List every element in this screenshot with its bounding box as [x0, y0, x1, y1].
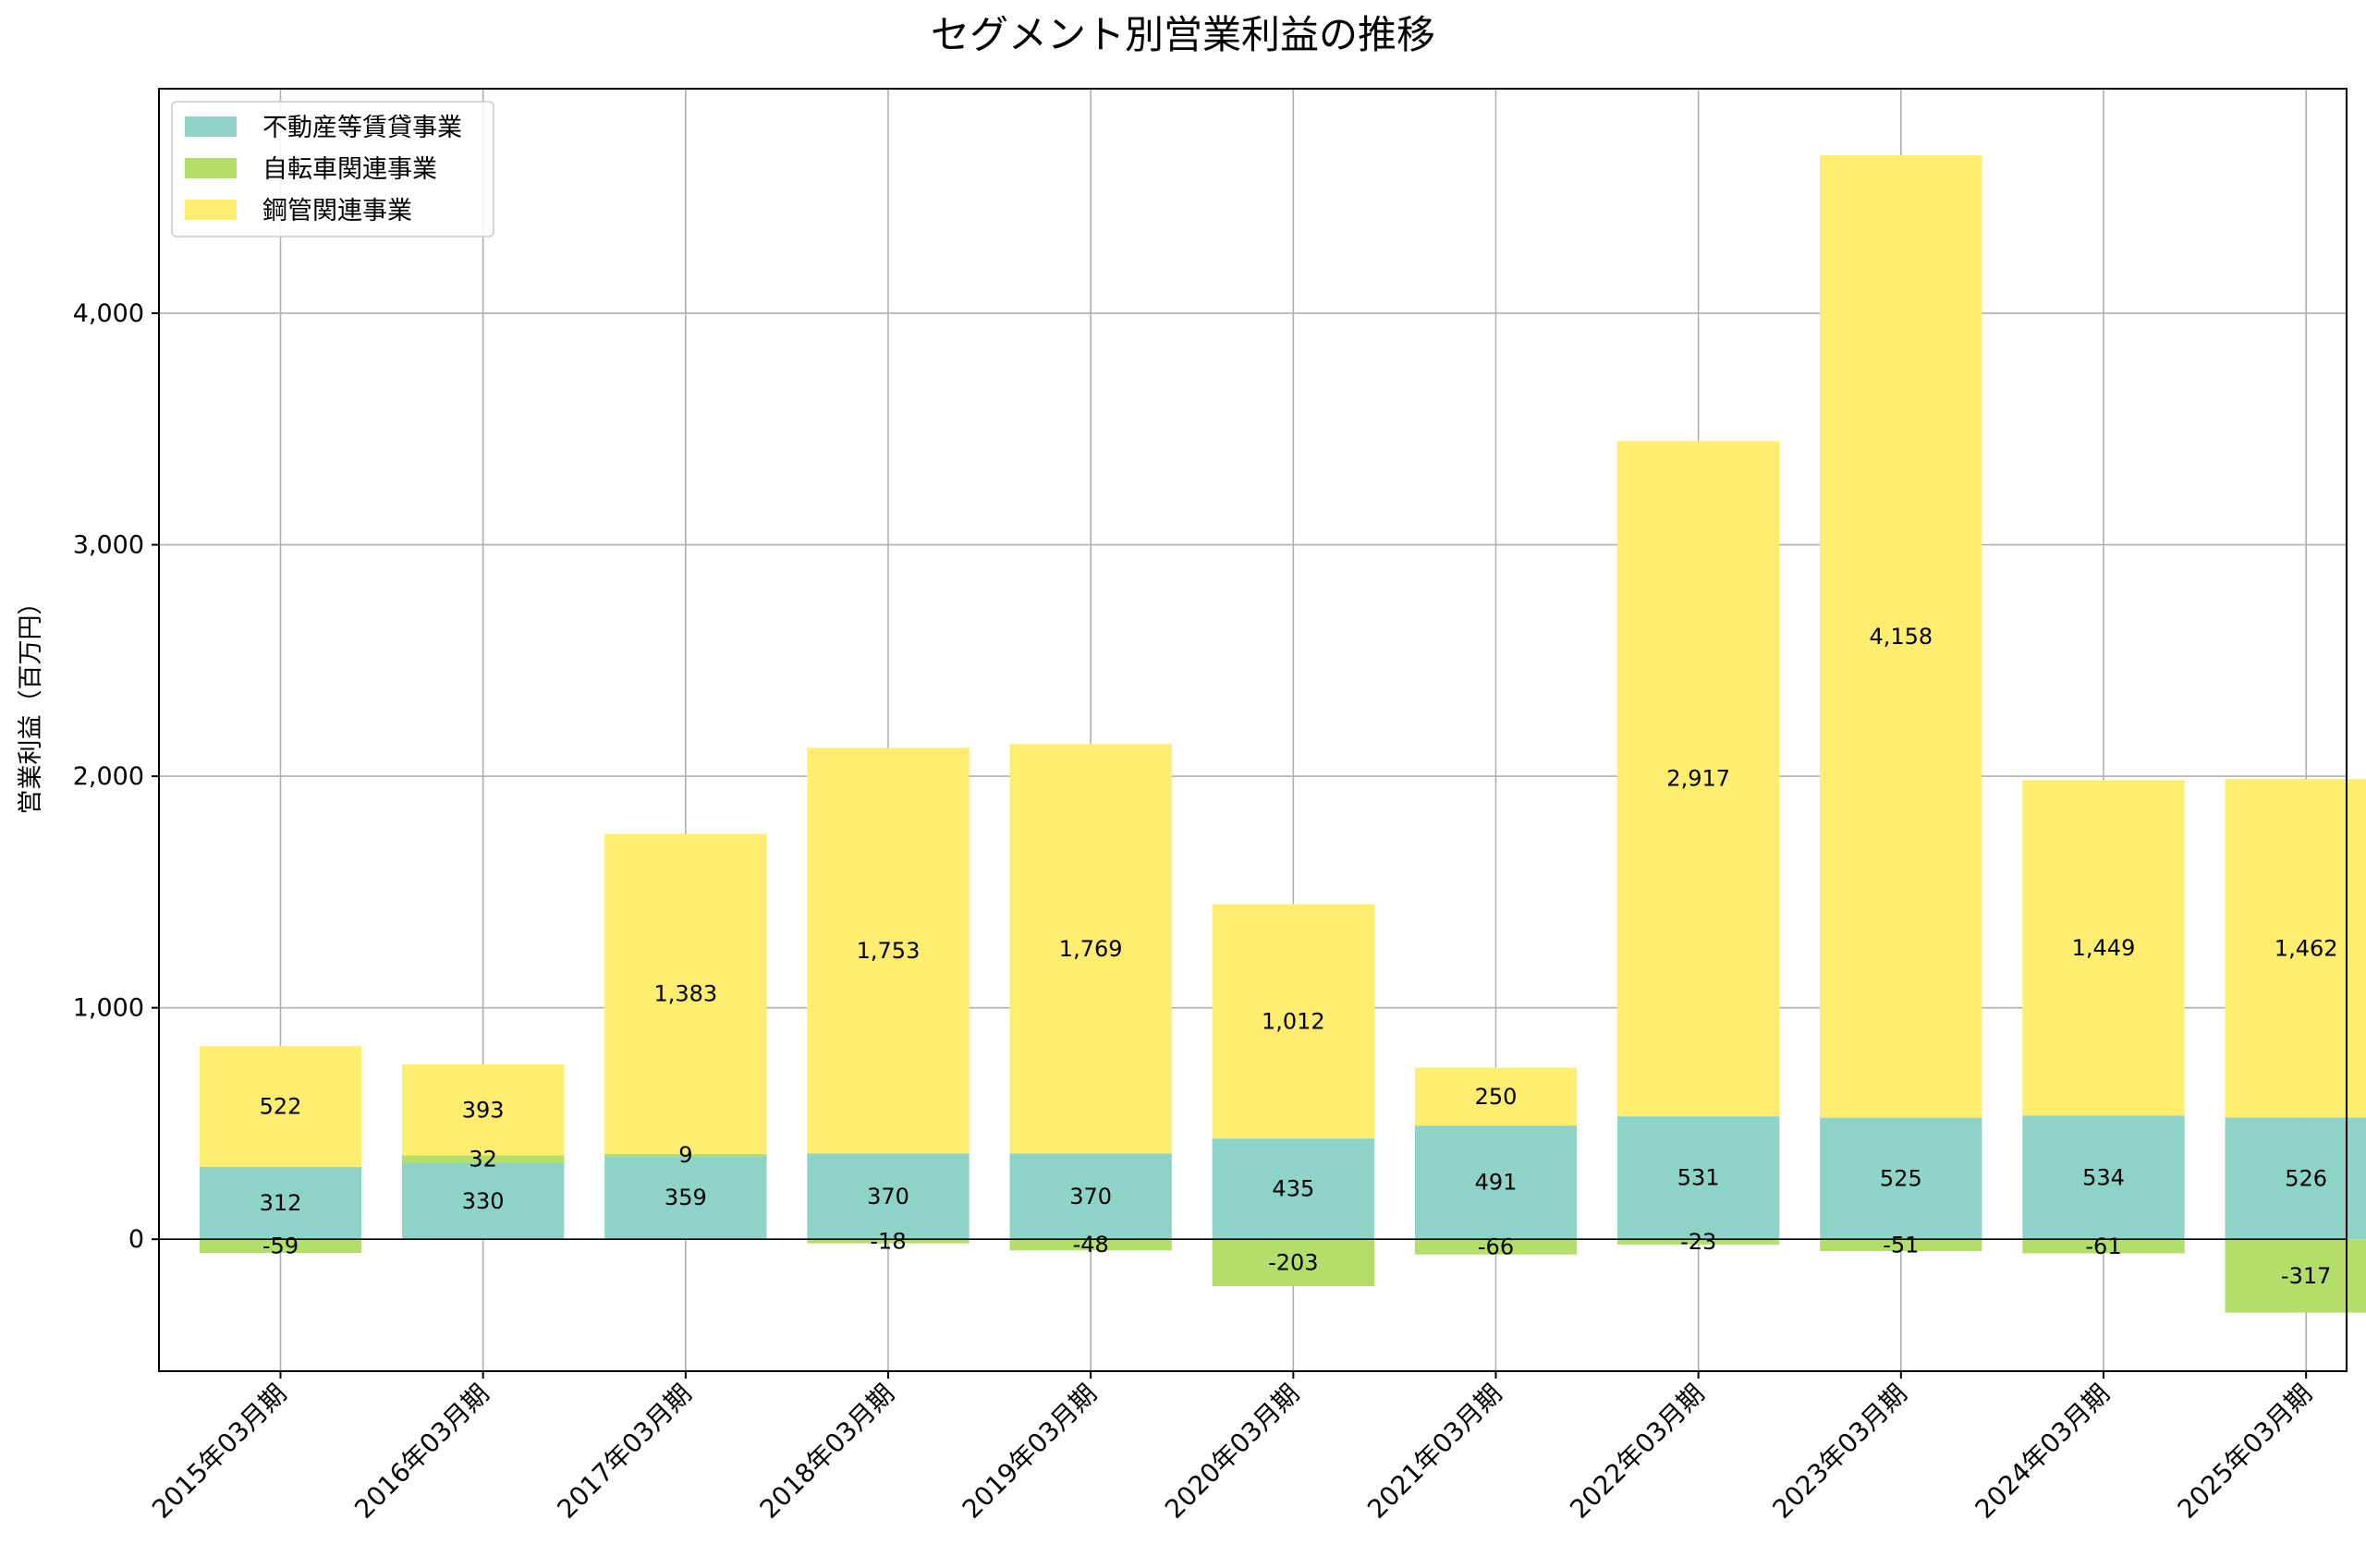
bar-value-label: -203	[1268, 1250, 1318, 1276]
bar-segment	[199, 1239, 362, 1253]
bar-segment	[807, 748, 970, 1154]
bar-segment	[1820, 154, 1982, 1118]
bar-value-label: 526	[2285, 1165, 2327, 1191]
bar-segment	[2225, 1117, 2366, 1240]
bar-value-label: 1,012	[1262, 1008, 1325, 1034]
bar-segment	[1617, 441, 1780, 1117]
bar-segment	[1009, 1153, 1172, 1240]
bar-value-label: 330	[462, 1188, 505, 1214]
bar-value-label: 1,462	[2275, 935, 2338, 961]
x-tick-label: 2022年03月期	[1564, 1379, 1710, 1525]
bar-segment	[402, 1162, 565, 1240]
legend-label: 不動産等賃貸事業	[262, 114, 462, 142]
x-tick-label: 2020年03月期	[1159, 1379, 1305, 1525]
bar-value-label: 359	[665, 1185, 707, 1210]
bar-segment	[2225, 779, 2366, 1118]
chart-title: セグメント別営業利益の推移	[931, 12, 1435, 57]
bar-segment	[1414, 1239, 1578, 1255]
bar-segment	[402, 1155, 565, 1163]
x-tick-label: 2021年03月期	[1361, 1379, 1507, 1525]
bar-segment	[199, 1046, 362, 1168]
bar-segment	[1414, 1125, 1578, 1240]
bar-segment	[199, 1167, 362, 1240]
bar-value-label: -51	[1883, 1233, 1919, 1258]
bar-value-label: 393	[462, 1097, 505, 1123]
bar-value-label: 1,383	[653, 981, 717, 1007]
x-tick-label: 2016年03月期	[348, 1379, 494, 1525]
bar-value-label: 370	[1069, 1184, 1112, 1209]
bar-value-label: 531	[1677, 1165, 1720, 1191]
bar-value-label: 312	[260, 1190, 302, 1216]
bar-segment	[604, 833, 767, 1154]
bar-segment	[1820, 1117, 1982, 1240]
bar-value-label: 2,917	[1666, 766, 1730, 792]
bar-value-label: 1,753	[857, 938, 921, 964]
x-tick-label: 2019年03月期	[957, 1379, 1103, 1525]
bar-value-label: -59	[262, 1234, 299, 1259]
bar-value-label: -48	[1073, 1232, 1109, 1258]
x-tick-label: 2024年03月期	[1970, 1379, 2116, 1525]
bar-value-label: 435	[1272, 1176, 1314, 1202]
bar-segment	[604, 1156, 767, 1240]
x-tick-label: 2025年03月期	[2172, 1379, 2318, 1525]
bar-segment	[807, 1153, 970, 1240]
bar-value-label: -66	[1478, 1234, 1514, 1259]
legend-swatch	[185, 200, 237, 220]
bar-value-label: 525	[1880, 1165, 1922, 1191]
legend-swatch	[185, 158, 237, 178]
y-axis-label: 営業利益（百万円）	[17, 590, 45, 815]
bar-segment	[2022, 1239, 2185, 1254]
x-tick-label: 2023年03月期	[1766, 1379, 1912, 1525]
x-tick-label: 2015年03月期	[146, 1379, 292, 1525]
axes-layer: 0 1,000 2,000 3,000 4,000 2015年03月期 2016年03月期 2…	[73, 88, 2348, 1525]
bar-value-label: 370	[867, 1184, 909, 1209]
bar-value-label: 4,158	[1869, 624, 1933, 650]
bar-value-label: -18	[870, 1228, 906, 1254]
bar-value-label: 9	[678, 1142, 692, 1168]
bar-segment	[1212, 1239, 1374, 1287]
bar-value-label: 1,449	[2072, 935, 2136, 961]
bar-segment	[1617, 1239, 1780, 1245]
y-tick-label: 3,000	[73, 531, 144, 560]
x-tick-label: 2018年03月期	[754, 1379, 900, 1525]
bar-value-label: 1,769	[1059, 936, 1123, 962]
bar-segment	[1009, 744, 1172, 1154]
bar-segment	[402, 1064, 565, 1156]
y-tick-label: 2,000	[73, 762, 144, 791]
bar-value-label: 32	[469, 1147, 497, 1173]
legend-label: 自転車関連事業	[262, 155, 437, 184]
bars-layer	[199, 154, 2366, 1313]
bar-value-label: 534	[2082, 1164, 2125, 1190]
bar-segment	[2225, 1239, 2366, 1313]
y-tick-label: 4,000	[73, 299, 144, 328]
bar-value-label: 522	[260, 1094, 302, 1120]
x-tick-label: 2017年03月期	[551, 1379, 697, 1525]
bar-segment	[807, 1239, 970, 1244]
bar-segment	[1820, 1239, 1982, 1251]
bar-value-label: -61	[2085, 1234, 2121, 1259]
bar-segment	[1212, 1138, 1374, 1240]
bar-value-label: -317	[2281, 1263, 2331, 1289]
plot-frame	[158, 88, 2348, 1372]
bar-segment	[1212, 904, 1374, 1139]
data-labels-layer: 312 -59 522 330 32 393 359 9 1,383 370 -18 1,753 370…	[260, 624, 2338, 1289]
y-tick-label: 0	[128, 1225, 144, 1254]
bar-segment	[1414, 1067, 1578, 1126]
legend-box	[171, 101, 494, 237]
bar-segment	[2022, 780, 2185, 1116]
bar-value-label: -23	[1680, 1229, 1716, 1255]
legend-label: 鋼管関連事業	[262, 197, 412, 225]
bar-value-label: 491	[1475, 1170, 1518, 1196]
bar-segment	[1009, 1239, 1172, 1251]
bar-value-label: 250	[1475, 1084, 1518, 1110]
legend-swatch	[185, 116, 237, 137]
bar-segment	[1617, 1116, 1780, 1240]
y-tick-label: 1,000	[73, 994, 144, 1023]
bar-segment	[604, 1153, 767, 1157]
bar-segment	[2022, 1115, 2185, 1240]
